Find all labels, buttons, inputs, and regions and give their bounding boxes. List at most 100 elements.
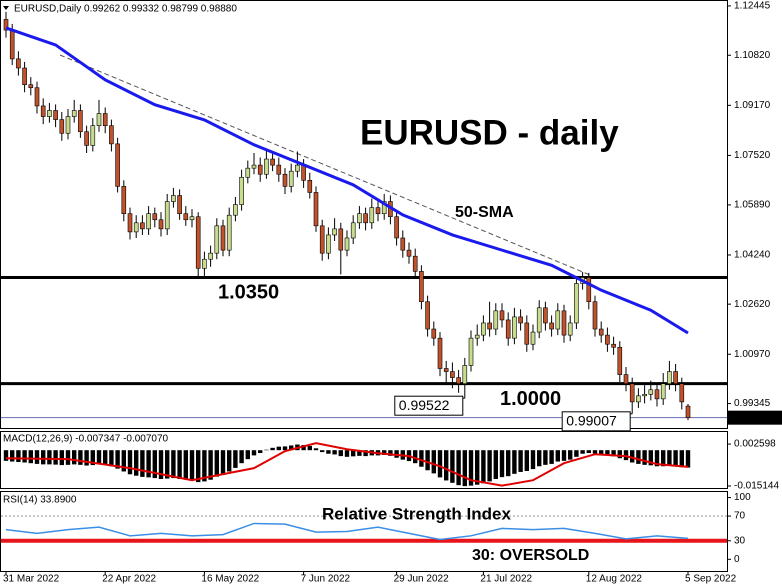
macd-bar	[177, 450, 182, 480]
macd-bar	[667, 450, 672, 466]
candle-body	[474, 334, 480, 339]
macd-bar	[617, 450, 622, 459]
candle-body	[78, 110, 83, 133]
macd-bar	[78, 450, 83, 465]
candle-body	[65, 116, 71, 134]
macd-bar	[555, 450, 560, 462]
candle-body	[202, 258, 207, 269]
rsi-pane	[0, 491, 728, 572]
macd-bar	[189, 450, 195, 480]
macd-bar	[239, 450, 244, 464]
macd-bar	[152, 450, 157, 479]
candle-body	[171, 195, 176, 202]
macd-bar	[363, 450, 368, 457]
candle-body	[530, 331, 536, 345]
macd-bar	[196, 450, 201, 483]
candle-body	[400, 237, 406, 251]
macd-bar	[549, 450, 554, 464]
macd-bar	[462, 450, 467, 487]
macd-bar	[34, 450, 40, 464]
y-tick-label: 1.10820	[734, 50, 771, 61]
y-tick-label: 1.02620	[734, 299, 771, 310]
candle-body	[127, 213, 133, 233]
candle-body	[47, 110, 52, 117]
candle-body	[245, 167, 251, 178]
candle-body	[183, 213, 189, 221]
candle-body	[276, 164, 282, 175]
macd-bar	[202, 450, 207, 482]
candle-body	[332, 228, 337, 236]
price-pane	[0, 0, 728, 429]
candle-body	[214, 225, 220, 254]
candle-body	[59, 119, 65, 134]
callout-label: 0.99522	[399, 397, 450, 413]
candle-body	[611, 343, 616, 348]
candle-body	[456, 377, 461, 384]
macd-bar	[388, 450, 393, 456]
macd-bar	[673, 450, 678, 467]
macd-bar	[72, 450, 77, 465]
candle-body	[462, 365, 468, 384]
candle-body	[592, 301, 598, 330]
macd-bar	[103, 450, 108, 465]
candle-body	[536, 307, 542, 333]
candle-body	[189, 216, 195, 221]
macd-bar	[59, 450, 64, 466]
macd-bar	[524, 450, 529, 471]
candle-body	[394, 216, 399, 239]
candle-body	[115, 143, 120, 187]
candle-body	[226, 214, 232, 251]
candle-body	[338, 228, 344, 251]
macd-bar	[599, 450, 604, 455]
candle-body	[40, 105, 46, 117]
candle-body	[586, 277, 592, 303]
candle-body	[406, 249, 412, 257]
candle-body	[481, 322, 486, 336]
y-tick-label: -0.015144	[734, 481, 779, 492]
macd-bar	[134, 450, 139, 476]
candle-body	[574, 283, 579, 324]
candle-body	[425, 301, 430, 330]
callout-box	[561, 411, 631, 432]
macd-bar	[332, 450, 337, 455]
macd-bar	[282, 446, 288, 451]
candle-body	[344, 237, 350, 251]
callout-label: 0.99007	[566, 413, 617, 429]
candle-body	[555, 310, 561, 330]
candle-body	[28, 84, 34, 89]
macd-pane	[0, 431, 728, 489]
candle-body	[412, 255, 418, 272]
macd-bar	[611, 450, 616, 457]
candle-body	[146, 213, 151, 230]
candle-body	[667, 371, 672, 384]
x-tick-label: 7 Jun 2022	[301, 574, 351, 585]
rsi-line	[5, 522, 689, 541]
candle-body	[22, 67, 27, 85]
candle-body	[195, 216, 201, 269]
signal-line	[5, 442, 689, 487]
macd-bar	[214, 450, 219, 477]
macd-bar	[158, 450, 164, 480]
macd-bar	[127, 450, 133, 475]
candle-body	[487, 322, 492, 330]
macd-bar	[276, 446, 281, 451]
macd-bar	[475, 450, 480, 485]
macd-bar	[431, 450, 436, 474]
y-tick-label: 30	[734, 535, 746, 546]
candle-body	[518, 316, 523, 324]
candle-body	[505, 319, 511, 339]
macd-bar	[487, 450, 492, 482]
macd-bar	[301, 444, 306, 451]
rsi-subtitle: Relative Strength Index	[322, 504, 511, 523]
macd-bar	[499, 450, 505, 478]
candle-body	[648, 389, 654, 395]
header-arrow	[3, 6, 9, 10]
macd-bar	[419, 450, 424, 467]
y-tick-label: 1.07520	[734, 150, 771, 161]
macd-bar	[289, 445, 294, 451]
candle-body	[543, 307, 548, 324]
candle-body	[357, 213, 362, 224]
macd-bar	[543, 450, 548, 465]
